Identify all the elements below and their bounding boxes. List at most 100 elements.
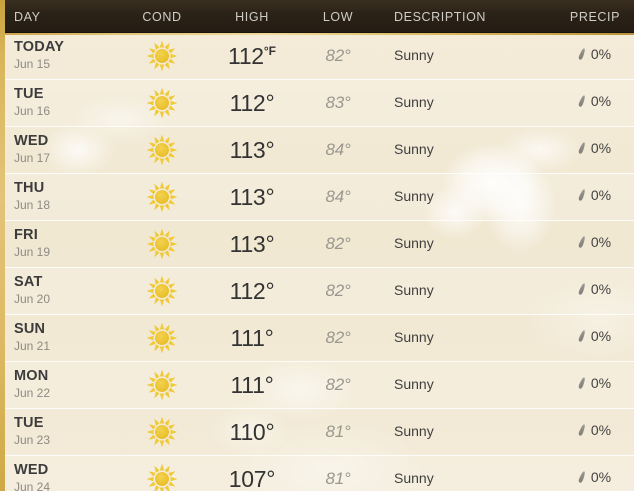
low-temperature: 84° [325, 187, 351, 206]
day-date: Jun 20 [14, 291, 51, 306]
forecast-high-cell: 112° [206, 90, 298, 117]
raindrop-icon [579, 188, 586, 202]
precip-value: 0% [590, 140, 612, 156]
low-temperature: 82° [325, 234, 351, 253]
day-date: Jun 17 [14, 150, 51, 165]
forecast-high-cell: 110° [206, 419, 298, 446]
forecast-description-cell: Sunny [378, 47, 556, 65]
raindrop-icon [579, 235, 586, 249]
day-name: TUE [14, 415, 44, 432]
high-temperature-value: 110 [229, 418, 266, 445]
high-temperature-value: 107 [228, 465, 267, 491]
precip-group: 0% [579, 93, 611, 109]
forecast-row[interactable]: SAT Jun 20 112° 82° Sunny 0% [0, 268, 634, 315]
forecast-day-cell: TUE Jun 23 [0, 415, 118, 448]
raindrop-icon [579, 141, 586, 155]
forecast-row[interactable]: TUE Jun 23 110° 81° Sunny 0% [0, 409, 634, 456]
forecast-description-cell: Sunny [378, 423, 556, 441]
day-name: TUE [14, 86, 44, 103]
high-temperature-unit: ° [265, 418, 275, 445]
day-name: SUN [14, 321, 46, 338]
precip-group: 0% [579, 281, 611, 297]
forecast-row[interactable]: FRI Jun 19 113° 82° Sunny 0% [0, 221, 634, 268]
forecast-precip-cell: 0% [556, 187, 634, 207]
high-temperature-value: 111 [230, 371, 265, 398]
precip-value: 0% [590, 46, 612, 62]
low-temperature: 82° [325, 281, 351, 300]
high-temperature-value: 112 [229, 89, 266, 116]
forecast-row[interactable]: SUN Jun 21 111° 82° Sunny 0% [0, 315, 634, 362]
forecast-description-cell: Sunny [378, 235, 556, 253]
high-temperature-value: 112 [229, 277, 266, 304]
forecast-row[interactable]: WED Jun 17 113° 84° Sunny 0% [0, 127, 634, 174]
raindrop-icon [579, 470, 586, 484]
precip-value: 0% [590, 469, 612, 485]
precip-value: 0% [590, 328, 612, 344]
column-header-cond[interactable]: COND [142, 9, 182, 24]
sun-icon [146, 40, 178, 72]
forecast-row[interactable]: THU Jun 18 113° 84° Sunny 0% [0, 174, 634, 221]
high-temperature: 112°F [228, 43, 276, 69]
forecast-row[interactable]: WED Jun 24 107° 81° Sunny 0% [0, 456, 634, 491]
precip-value: 0% [590, 422, 612, 438]
forecast-day-cell: TODAY Jun 15 [0, 39, 118, 72]
column-header-precip[interactable]: PRECIP [569, 9, 621, 24]
forecast-day-cell: FRI Jun 19 [0, 227, 118, 260]
forecast-low-cell: 84° [298, 187, 378, 207]
forecast-condition-cell [118, 463, 206, 491]
forecast-row[interactable]: MON Jun 22 111° 82° Sunny 0% [0, 362, 634, 409]
day-date: Jun 23 [14, 432, 51, 447]
precip-value: 0% [590, 187, 612, 203]
high-temperature-unit: ° [265, 183, 275, 210]
forecast-description-cell: Sunny [378, 376, 556, 394]
forecast-condition-cell [118, 40, 206, 72]
forecast-description-cell: Sunny [378, 329, 556, 347]
precip-group: 0% [579, 234, 611, 250]
forecast-precip-cell: 0% [556, 281, 634, 301]
precip-group: 0% [579, 46, 611, 62]
description-text: Sunny [394, 423, 434, 439]
forecast-low-cell: 81° [298, 469, 378, 489]
day-name: TODAY [14, 39, 65, 56]
forecast-description-cell: Sunny [378, 188, 556, 206]
column-header-description[interactable]: DESCRIPTION [394, 9, 487, 24]
forecast-row[interactable]: TODAY Jun 15 112°F 82° Sunny 0% [0, 33, 634, 80]
precip-value: 0% [590, 281, 612, 297]
day-date: Jun 15 [14, 56, 51, 71]
sun-icon [146, 228, 178, 260]
forecast-condition-cell [118, 322, 206, 354]
forecast-low-cell: 82° [298, 328, 378, 348]
day-date: Jun 21 [14, 338, 51, 353]
high-temperature: 113° [230, 231, 275, 257]
high-temperature-unit: ° [265, 230, 275, 257]
forecast-description-cell: Sunny [378, 94, 556, 112]
day-date: Jun 22 [14, 385, 51, 400]
high-temperature: 112° [230, 278, 275, 304]
low-temperature: 84° [325, 140, 351, 159]
low-temperature: 82° [325, 46, 351, 65]
forecast-condition-cell [118, 87, 206, 119]
column-header-low[interactable]: LOW [322, 9, 354, 24]
description-text: Sunny [394, 470, 434, 486]
day-date: Jun 16 [14, 103, 51, 118]
precip-group: 0% [579, 328, 611, 344]
column-header-day[interactable]: DAY [14, 9, 41, 24]
description-text: Sunny [394, 235, 434, 251]
description-text: Sunny [394, 329, 434, 345]
column-header-high[interactable]: HIGH [235, 9, 269, 24]
raindrop-icon [579, 282, 586, 296]
forecast-precip-cell: 0% [556, 422, 634, 442]
day-name: WED [14, 462, 49, 479]
precip-value: 0% [590, 93, 612, 109]
precip-value: 0% [590, 375, 612, 391]
precip-value: 0% [590, 234, 612, 250]
description-text: Sunny [394, 282, 434, 298]
description-text: Sunny [394, 188, 434, 204]
forecast-precip-cell: 0% [556, 140, 634, 160]
high-temperature: 110° [230, 419, 275, 445]
forecast-low-cell: 81° [298, 422, 378, 442]
precip-group: 0% [579, 422, 611, 438]
forecast-row[interactable]: TUE Jun 16 112° 83° Sunny 0% [0, 80, 634, 127]
description-text: Sunny [394, 94, 434, 110]
